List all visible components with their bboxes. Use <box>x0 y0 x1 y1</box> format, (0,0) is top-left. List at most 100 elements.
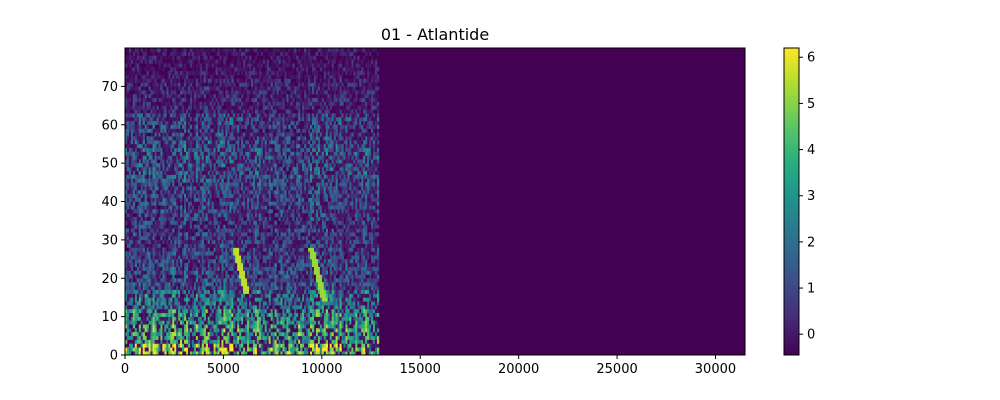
heatmap-cell <box>249 71 252 76</box>
heatmap-cell <box>223 136 226 141</box>
heatmap-cell <box>243 312 246 317</box>
heatmap-cell <box>187 266 191 271</box>
heatmap-cell <box>152 113 155 118</box>
heatmap-cell <box>184 205 187 210</box>
heatmap-cell <box>170 51 173 56</box>
heatmap-cell <box>243 166 246 172</box>
heatmap-cell <box>227 90 230 95</box>
heatmap-cell <box>264 189 268 195</box>
heatmap-cell <box>144 339 147 344</box>
heatmap-cell <box>172 124 175 129</box>
heatmap-cell <box>128 109 132 114</box>
heatmap-cell <box>201 213 205 218</box>
heatmap-cell <box>180 278 183 283</box>
heatmap-cell <box>229 117 232 122</box>
heatmap-cell <box>223 174 226 179</box>
heatmap-cell <box>195 274 199 279</box>
heatmap-cell <box>184 86 187 91</box>
heatmap-cell <box>243 151 246 156</box>
heatmap-cell <box>211 236 214 241</box>
heatmap-cell <box>201 109 205 114</box>
heatmap-cell <box>243 189 246 195</box>
heatmap-cell <box>245 82 248 87</box>
heatmap-cell <box>205 90 208 95</box>
heatmap-cell <box>140 120 144 126</box>
heatmap-cell <box>227 170 230 175</box>
heatmap-cell <box>160 182 163 187</box>
heatmap-cell <box>182 289 185 294</box>
heatmap-cell <box>166 301 169 306</box>
heatmap-cell <box>174 247 177 252</box>
heatmap-cell <box>136 117 140 122</box>
heatmap-cell <box>140 316 144 321</box>
heatmap-cell <box>199 155 203 160</box>
heatmap-cell <box>211 297 214 302</box>
heatmap-cell <box>140 55 144 60</box>
heatmap-cell <box>195 339 199 344</box>
heatmap-cell <box>235 247 238 252</box>
heatmap-cell <box>223 201 226 206</box>
heatmap-cell <box>239 178 242 183</box>
heatmap-cell <box>211 285 214 291</box>
heatmap-cell <box>140 189 144 195</box>
heatmap-cell <box>138 128 142 133</box>
heatmap-cell <box>197 274 201 279</box>
heatmap-cell <box>125 220 128 225</box>
heatmap-cell <box>164 278 167 283</box>
heatmap-cell <box>231 339 234 344</box>
heatmap-cell <box>203 136 206 141</box>
heatmap-cell <box>126 259 130 264</box>
heatmap-cell <box>162 266 165 271</box>
heatmap-cell <box>132 320 136 325</box>
heatmap-cell <box>178 297 181 302</box>
heatmap-cell <box>178 113 181 118</box>
heatmap-cell <box>260 124 264 129</box>
heatmap-cell <box>209 55 212 60</box>
heatmap-cell <box>250 151 254 156</box>
heatmap-cell <box>201 216 205 221</box>
heatmap-cell <box>199 216 203 221</box>
heatmap-cell <box>168 297 171 302</box>
heatmap-cell <box>211 94 214 99</box>
heatmap-cell <box>184 331 187 337</box>
heatmap-cell <box>174 351 177 355</box>
heatmap-cell <box>233 174 236 179</box>
heatmap-cell <box>191 136 195 141</box>
heatmap-cell <box>227 120 230 126</box>
heatmap-cell <box>229 105 232 110</box>
heatmap-cell <box>166 312 169 317</box>
heatmap-cell <box>203 274 206 279</box>
heatmap-cell <box>125 297 128 302</box>
heatmap-cell <box>207 186 210 191</box>
heatmap-cell <box>199 94 203 99</box>
heatmap-cell <box>172 216 175 221</box>
heatmap-cell <box>136 328 140 333</box>
heatmap-cell <box>256 51 260 56</box>
heatmap-cell <box>233 201 236 206</box>
heatmap-cell <box>217 205 220 210</box>
heatmap-cell <box>134 293 138 298</box>
heatmap-cell <box>152 343 155 348</box>
heatmap-cell <box>136 259 140 264</box>
heatmap-cell <box>130 186 134 191</box>
heatmap-cell <box>233 189 236 195</box>
heatmap-cell <box>134 159 138 164</box>
heatmap-cell <box>231 305 234 310</box>
heatmap-cell <box>225 255 228 260</box>
heatmap-cell <box>126 101 130 106</box>
heatmap-cell <box>170 351 173 355</box>
heatmap-cell <box>136 335 140 340</box>
heatmap-cell <box>134 86 138 91</box>
heatmap-cell <box>191 243 195 248</box>
heatmap-cell <box>180 320 183 325</box>
heatmap-cell <box>152 174 155 179</box>
heatmap-cell <box>256 251 260 256</box>
heatmap-cell <box>223 312 226 317</box>
heatmap-cell <box>219 274 222 279</box>
heatmap-cell <box>262 316 266 321</box>
heatmap-cell <box>184 124 187 129</box>
heatmap-cell <box>237 105 240 110</box>
heatmap-cell <box>150 247 153 252</box>
heatmap-cell <box>235 339 238 344</box>
heatmap-cell <box>182 101 185 106</box>
